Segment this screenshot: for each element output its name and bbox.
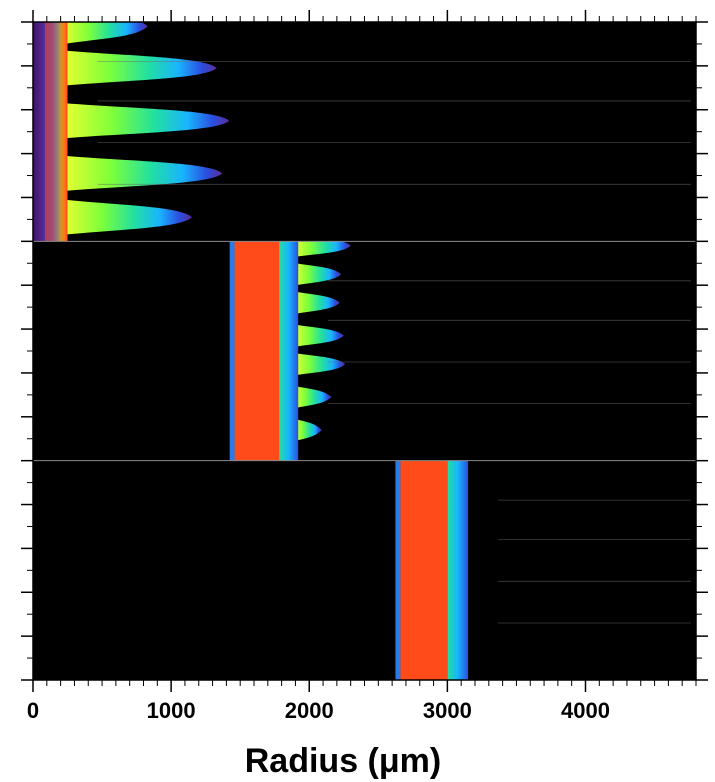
x-axis-title: Radius (μm)	[245, 742, 441, 780]
panel-3	[33, 460, 696, 680]
finger-2-6	[294, 385, 332, 409]
x-tick-label: 3000	[423, 698, 472, 723]
finger-2-3	[294, 291, 340, 314]
finger-1-1	[63, 22, 148, 44]
finger-2-5	[294, 352, 346, 376]
x-tick-label: 4000	[561, 698, 610, 723]
front-core-2	[234, 241, 280, 461]
finger-2-7	[294, 418, 322, 442]
panel-2	[33, 240, 696, 461]
front-core-1	[45, 22, 68, 242]
x-tick-label: 1000	[147, 698, 196, 723]
front-inner-edge-2	[229, 241, 235, 461]
panel-2-field	[229, 241, 691, 461]
panel-1-field	[33, 22, 691, 242]
front-core-3	[400, 460, 448, 680]
finger-2-2	[294, 263, 342, 286]
finger-2-1	[294, 241, 351, 257]
finger-1-4	[63, 155, 223, 191]
x-axis: 0 1000 2000 3000 4000	[27, 10, 697, 723]
x-tick-label: 0	[27, 698, 39, 723]
panel-1	[33, 22, 691, 242]
finger-2-4	[294, 324, 344, 347]
y-axis	[21, 21, 708, 681]
finger-1-2	[63, 50, 217, 86]
front-inner-edge-3	[395, 460, 401, 680]
plot-area	[32, 21, 697, 681]
finger-1-3	[63, 103, 230, 139]
panel-3-field	[395, 460, 691, 680]
finger-1-5	[63, 199, 192, 235]
x-tick-label: 2000	[285, 698, 334, 723]
